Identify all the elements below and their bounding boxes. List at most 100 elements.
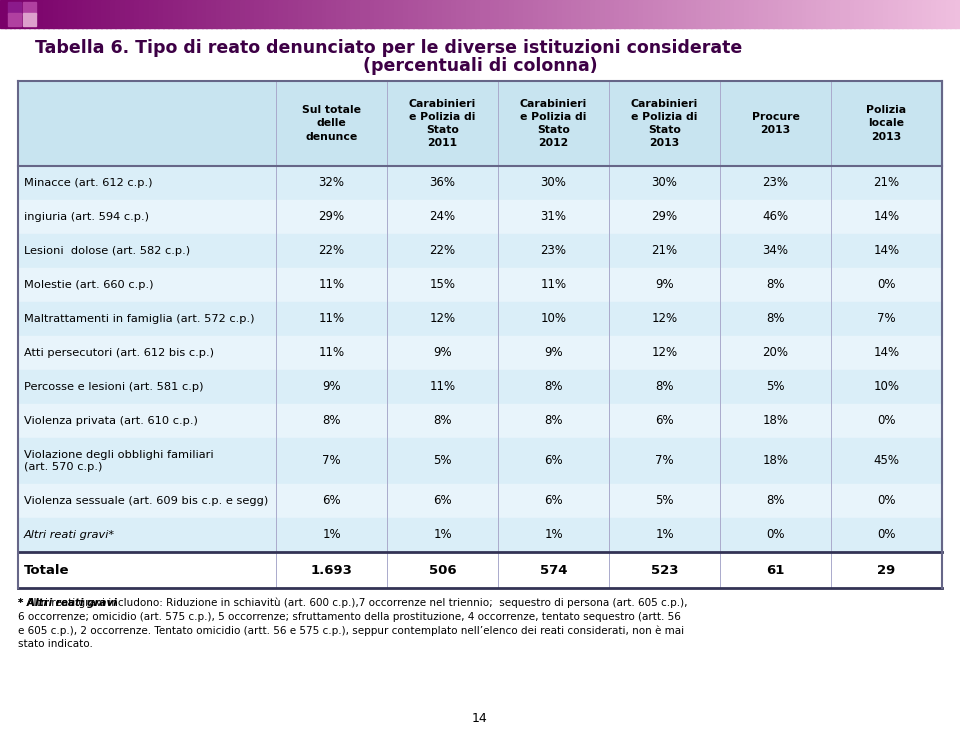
Bar xyxy=(466,0,471,28)
Bar xyxy=(38,0,44,28)
Bar xyxy=(67,0,73,28)
Bar xyxy=(547,0,553,28)
Text: 9%: 9% xyxy=(323,380,341,394)
Text: 31%: 31% xyxy=(540,210,566,224)
Bar xyxy=(58,0,63,28)
Text: Carabinieri
e Polizia di
Stato
2012: Carabinieri e Polizia di Stato 2012 xyxy=(520,99,588,148)
Bar xyxy=(878,0,884,28)
Text: ingiuria (art. 594 c.p.): ingiuria (art. 594 c.p.) xyxy=(24,212,149,222)
Bar xyxy=(23,2,36,15)
Bar xyxy=(293,0,299,28)
Bar xyxy=(18,302,942,336)
Text: 6%: 6% xyxy=(544,454,563,468)
Text: 24%: 24% xyxy=(429,210,456,224)
Bar xyxy=(701,0,707,28)
Text: 5%: 5% xyxy=(433,454,452,468)
Text: 0%: 0% xyxy=(877,279,896,292)
Text: Violenza sessuale (art. 609 bis c.p. e segg): Violenza sessuale (art. 609 bis c.p. e s… xyxy=(24,496,268,506)
Bar xyxy=(8,2,21,15)
Bar xyxy=(950,0,956,28)
Text: 15%: 15% xyxy=(429,279,455,292)
Bar xyxy=(638,0,644,28)
Bar xyxy=(370,0,375,28)
Text: 7%: 7% xyxy=(323,454,341,468)
Bar xyxy=(18,484,942,518)
Text: 0%: 0% xyxy=(877,414,896,427)
Bar xyxy=(749,0,755,28)
Text: 6%: 6% xyxy=(433,495,452,507)
Bar xyxy=(134,0,140,28)
Bar xyxy=(566,0,572,28)
Bar xyxy=(883,0,889,28)
Bar xyxy=(341,0,347,28)
Bar xyxy=(197,0,203,28)
Bar xyxy=(456,0,462,28)
Bar xyxy=(653,0,659,28)
Text: 30%: 30% xyxy=(652,177,678,190)
Text: 12%: 12% xyxy=(652,347,678,359)
Bar xyxy=(168,0,174,28)
Bar xyxy=(221,0,227,28)
Text: 23%: 23% xyxy=(540,245,566,257)
Text: Molestie (art. 660 c.p.): Molestie (art. 660 c.p.) xyxy=(24,280,154,290)
Text: Carabinieri
e Polizia di
Stato
2011: Carabinieri e Polizia di Stato 2011 xyxy=(409,99,476,148)
Bar xyxy=(398,0,404,28)
Bar xyxy=(514,0,519,28)
Bar xyxy=(826,0,831,28)
Bar xyxy=(18,518,942,552)
Bar xyxy=(211,0,217,28)
Bar xyxy=(5,0,11,28)
Bar xyxy=(706,0,711,28)
Bar xyxy=(14,0,20,28)
Text: 9%: 9% xyxy=(433,347,452,359)
Text: 14%: 14% xyxy=(874,347,900,359)
Bar xyxy=(43,0,49,28)
Bar xyxy=(917,0,923,28)
Bar xyxy=(821,0,827,28)
Bar xyxy=(754,0,759,28)
Text: 1%: 1% xyxy=(544,528,563,542)
Text: 574: 574 xyxy=(540,564,567,576)
Bar xyxy=(691,0,697,28)
Bar xyxy=(101,0,107,28)
Bar xyxy=(854,0,860,28)
Bar xyxy=(187,0,193,28)
Bar xyxy=(77,0,83,28)
Bar xyxy=(365,0,371,28)
Bar xyxy=(120,0,126,28)
Text: Totale: Totale xyxy=(24,564,69,576)
Text: 8%: 8% xyxy=(766,495,784,507)
Bar xyxy=(18,370,942,404)
Bar xyxy=(758,0,764,28)
Text: 29: 29 xyxy=(877,564,896,576)
Bar xyxy=(581,0,587,28)
Text: 523: 523 xyxy=(651,564,679,576)
Bar xyxy=(86,0,92,28)
Bar xyxy=(360,0,366,28)
Bar xyxy=(629,0,635,28)
Bar xyxy=(504,0,510,28)
Text: 11%: 11% xyxy=(319,312,345,325)
Text: 10%: 10% xyxy=(540,312,566,325)
Text: 12%: 12% xyxy=(652,312,678,325)
Bar xyxy=(302,0,308,28)
Bar xyxy=(53,0,59,28)
Bar xyxy=(931,0,937,28)
Text: 29%: 29% xyxy=(652,210,678,224)
Bar xyxy=(72,0,78,28)
Bar xyxy=(518,0,524,28)
Text: 0%: 0% xyxy=(877,495,896,507)
Text: 506: 506 xyxy=(429,564,456,576)
Bar xyxy=(18,438,942,484)
Bar xyxy=(898,0,903,28)
Bar xyxy=(667,0,673,28)
Bar xyxy=(557,0,563,28)
Bar xyxy=(869,0,875,28)
Bar xyxy=(816,0,822,28)
Bar xyxy=(226,0,231,28)
Text: 32%: 32% xyxy=(319,177,345,190)
Bar xyxy=(154,0,159,28)
Bar xyxy=(739,0,745,28)
Bar xyxy=(298,0,303,28)
Bar xyxy=(307,0,313,28)
